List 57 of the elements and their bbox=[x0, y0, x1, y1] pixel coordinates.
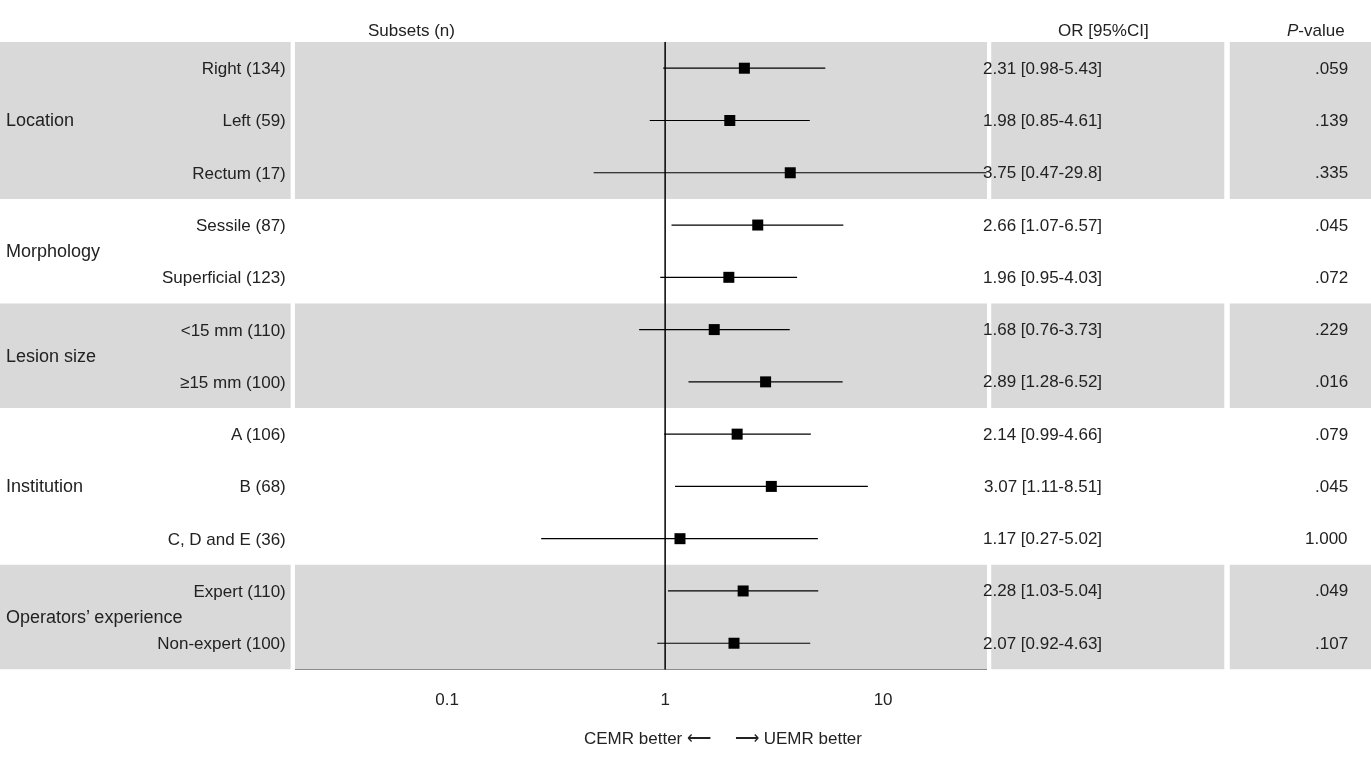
text: OR [95%CI] bbox=[1058, 21, 1149, 40]
text: ⟶ UEMR better bbox=[735, 729, 863, 748]
point bbox=[728, 637, 740, 649]
y-tick-label: ≥15 mm (100) bbox=[180, 372, 286, 392]
data-label: 2.31 [0.98-5.43] bbox=[983, 59, 1103, 78]
point bbox=[752, 219, 764, 231]
data-label: 3.07 [1.11-8.51] bbox=[984, 477, 1102, 496]
text: .072 bbox=[1315, 268, 1349, 287]
text: Subsets (n) bbox=[368, 21, 455, 40]
y-tick-label: A (106) bbox=[230, 425, 286, 445]
y-tick-label: Superficial (123) bbox=[161, 268, 286, 288]
text: .049 bbox=[1315, 581, 1349, 600]
text: Operators’ experience bbox=[6, 607, 183, 627]
text: .229 bbox=[1315, 320, 1349, 339]
data-label: 1.98 [0.85-4.61] bbox=[983, 111, 1103, 130]
point bbox=[724, 114, 736, 126]
data-label: 1.17 [0.27-5.02] bbox=[983, 529, 1103, 548]
point bbox=[731, 428, 743, 440]
data-label: 1.96 [0.95-4.03] bbox=[983, 268, 1103, 287]
text: .139 bbox=[1315, 111, 1349, 130]
y-tick-label: Right (134) bbox=[201, 59, 286, 79]
y-tick-label: <15 mm (110) bbox=[180, 320, 286, 340]
text: CEMR better ⟵ bbox=[584, 729, 711, 748]
text: .079 bbox=[1315, 425, 1349, 444]
y-tick-label: Rectum (17) bbox=[192, 163, 286, 183]
data-label: 3.75 [0.47-29.8] bbox=[983, 163, 1103, 182]
text: .059 bbox=[1315, 59, 1349, 78]
y-tick-label: Expert (110) bbox=[193, 581, 286, 601]
text: Location bbox=[6, 110, 75, 130]
text: .016 bbox=[1315, 372, 1349, 391]
x-tick-label: 1 bbox=[660, 689, 670, 709]
text: .335 bbox=[1315, 163, 1349, 182]
point bbox=[737, 585, 749, 597]
text: Morphology bbox=[6, 241, 101, 261]
data-label: 2.14 [0.99-4.66] bbox=[983, 425, 1103, 444]
text: Institution bbox=[6, 476, 84, 496]
point bbox=[760, 376, 772, 388]
data-label: 2.66 [1.07-6.57] bbox=[983, 216, 1103, 235]
y-tick-label: Sessile (87) bbox=[196, 215, 286, 235]
text: Lesion size bbox=[6, 346, 97, 366]
data-label: 2.07 [0.92-4.63] bbox=[983, 634, 1103, 653]
y-tick-label: Left (59) bbox=[222, 111, 286, 131]
data-label: 2.89 [1.28-6.52] bbox=[983, 372, 1103, 391]
text: P-value bbox=[1287, 21, 1345, 40]
point bbox=[738, 62, 750, 74]
y-tick-label: Non-expert (100) bbox=[157, 634, 286, 654]
y-tick-label: C, D and E (36) bbox=[167, 529, 286, 549]
text: .045 bbox=[1315, 216, 1349, 235]
text: .107 bbox=[1315, 634, 1349, 653]
point bbox=[723, 271, 735, 283]
text: 1.000 bbox=[1305, 529, 1348, 548]
data-label: 2.28 [1.03-5.04] bbox=[983, 581, 1103, 600]
data-label: 1.68 [0.76-3.73] bbox=[983, 320, 1103, 339]
y-tick-label: B (68) bbox=[239, 477, 286, 497]
x-tick-label: 10 bbox=[873, 689, 893, 709]
x-tick-label: 0.1 bbox=[435, 689, 459, 709]
text: .045 bbox=[1315, 477, 1349, 496]
